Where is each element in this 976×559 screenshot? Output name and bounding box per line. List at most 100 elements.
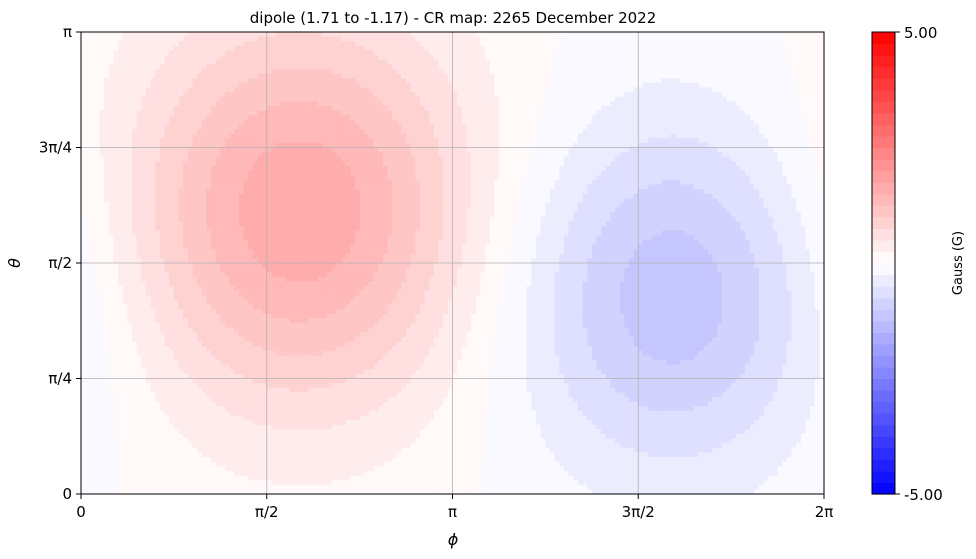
heatmap-cell <box>201 272 207 278</box>
heatmap-cell <box>122 119 129 125</box>
heatmap-cell <box>215 78 221 84</box>
heatmap-cell <box>266 276 272 283</box>
heatmap-cell <box>178 424 184 430</box>
heatmap-cell <box>150 198 156 204</box>
heatmap-cell <box>234 267 240 273</box>
heatmap-cell <box>146 32 152 38</box>
heatmap-cell <box>234 36 240 42</box>
heatmap-cell <box>81 378 87 384</box>
heatmap-cell <box>220 170 226 176</box>
heatmap-cell <box>108 216 115 223</box>
heatmap-cell <box>108 115 115 121</box>
heatmap-cell <box>159 438 166 444</box>
heatmap-cell <box>141 406 147 412</box>
heatmap-cell <box>229 355 235 361</box>
heatmap-cell <box>289 152 296 158</box>
heatmap-cell <box>271 258 277 264</box>
heatmap-cell <box>132 313 138 320</box>
heatmap-cell <box>99 364 105 370</box>
heatmap-cell <box>146 299 152 306</box>
heatmap-cell <box>192 327 198 333</box>
heatmap-cell <box>146 360 152 366</box>
heatmap-cell <box>113 387 119 393</box>
heatmap-cell <box>201 424 207 430</box>
heatmap-cell <box>234 355 240 361</box>
heatmap-cell <box>136 475 142 481</box>
heatmap-cell <box>266 129 272 135</box>
heatmap-cell <box>122 41 129 47</box>
heatmap-cell <box>248 50 254 56</box>
heatmap-cell <box>108 480 115 486</box>
heatmap-cell <box>248 36 254 42</box>
heatmap-cell <box>294 175 300 181</box>
heatmap-cell <box>201 124 207 130</box>
heatmap-cell <box>238 45 245 52</box>
heatmap-cell <box>127 276 133 283</box>
heatmap-cell <box>118 373 124 380</box>
heatmap-cell <box>299 73 305 79</box>
heatmap-cell <box>150 82 156 89</box>
heatmap-cell <box>266 161 272 167</box>
heatmap-cell <box>99 50 105 56</box>
heatmap-cell <box>308 36 314 42</box>
heatmap-cell <box>276 475 282 481</box>
heatmap-cell <box>169 461 175 467</box>
heatmap-cell <box>81 299 87 306</box>
heatmap-cell <box>299 78 305 84</box>
heatmap-cell <box>81 45 87 52</box>
heatmap-cell <box>141 318 147 324</box>
heatmap-cell <box>243 258 249 264</box>
heatmap-cell <box>248 318 254 324</box>
chart-title: dipole (1.71 to -1.17) - CR map: 2265 De… <box>250 9 657 27</box>
heatmap-cell <box>276 355 282 361</box>
heatmap-cell <box>271 429 277 435</box>
heatmap-cell <box>299 55 305 61</box>
heatmap-cell <box>141 59 147 65</box>
heatmap-cell <box>141 226 147 232</box>
heatmap-cell <box>164 59 170 65</box>
heatmap-cell <box>150 466 156 472</box>
heatmap-cell <box>108 415 115 421</box>
heatmap-cell <box>141 438 147 444</box>
heatmap-cell <box>308 318 314 324</box>
heatmap-cell <box>187 420 194 426</box>
heatmap-cell <box>289 410 296 417</box>
heatmap-cell <box>271 424 277 430</box>
heatmap-cell <box>289 249 296 255</box>
heatmap-cell <box>108 360 115 366</box>
heatmap-cell <box>118 447 124 454</box>
heatmap-cell <box>85 110 91 116</box>
heatmap-cell <box>178 32 184 38</box>
heatmap-cell <box>294 105 300 112</box>
heatmap-cell <box>220 447 226 454</box>
heatmap-cell <box>118 32 124 38</box>
heatmap-cell <box>220 87 226 93</box>
heatmap-cell <box>127 189 133 195</box>
heatmap-cell <box>238 50 245 56</box>
heatmap-cell <box>201 475 207 481</box>
heatmap-cell <box>118 156 124 162</box>
heatmap-cell <box>81 216 87 223</box>
heatmap-cell <box>94 475 101 481</box>
heatmap-cell <box>308 346 314 352</box>
heatmap-cell <box>146 92 152 98</box>
heatmap-cell <box>206 184 212 190</box>
heatmap-cell <box>183 295 189 301</box>
heatmap-cell <box>201 50 207 56</box>
heatmap-cell <box>262 129 268 135</box>
heatmap-cell <box>262 396 268 403</box>
heatmap-cell <box>99 133 105 139</box>
heatmap-cell <box>276 466 282 472</box>
heatmap-cell <box>215 152 221 158</box>
heatmap-cell <box>94 253 101 259</box>
heatmap-cell <box>173 295 180 301</box>
heatmap-cell <box>280 295 286 301</box>
heatmap-cell <box>220 207 226 213</box>
heatmap-cell <box>113 244 119 250</box>
heatmap-cell <box>201 41 207 47</box>
heatmap-cell <box>136 68 142 75</box>
heatmap-cell <box>90 184 96 190</box>
heatmap-cell <box>243 378 249 384</box>
heatmap-cell <box>108 309 115 315</box>
heatmap-cell <box>294 350 300 356</box>
